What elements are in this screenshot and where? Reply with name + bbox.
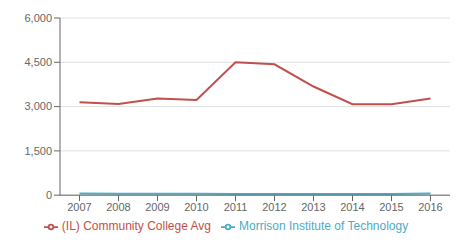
svg-text:2013: 2013: [301, 201, 325, 213]
svg-text:2014: 2014: [340, 201, 364, 213]
svg-text:2012: 2012: [262, 201, 286, 213]
svg-text:2008: 2008: [106, 201, 130, 213]
svg-text:3,000: 3,000: [24, 100, 52, 112]
svg-text:2011: 2011: [224, 201, 248, 213]
svg-text:2009: 2009: [145, 201, 169, 213]
svg-text:2015: 2015: [379, 201, 403, 213]
svg-text:2010: 2010: [184, 201, 208, 213]
svg-text:2007: 2007: [67, 201, 91, 213]
svg-text:4,500: 4,500: [24, 56, 52, 68]
svg-text:6,000: 6,000: [24, 12, 52, 24]
svg-text:2016: 2016: [418, 201, 442, 213]
svg-text:0: 0: [46, 189, 52, 201]
svg-text:1,500: 1,500: [24, 145, 52, 157]
html-text:(IL) Community College Avg: (IL) Community College Avg: [61, 219, 211, 234]
html-text:Morrison Institute of Technolo: Morrison Institute of Technology: [239, 219, 409, 234]
